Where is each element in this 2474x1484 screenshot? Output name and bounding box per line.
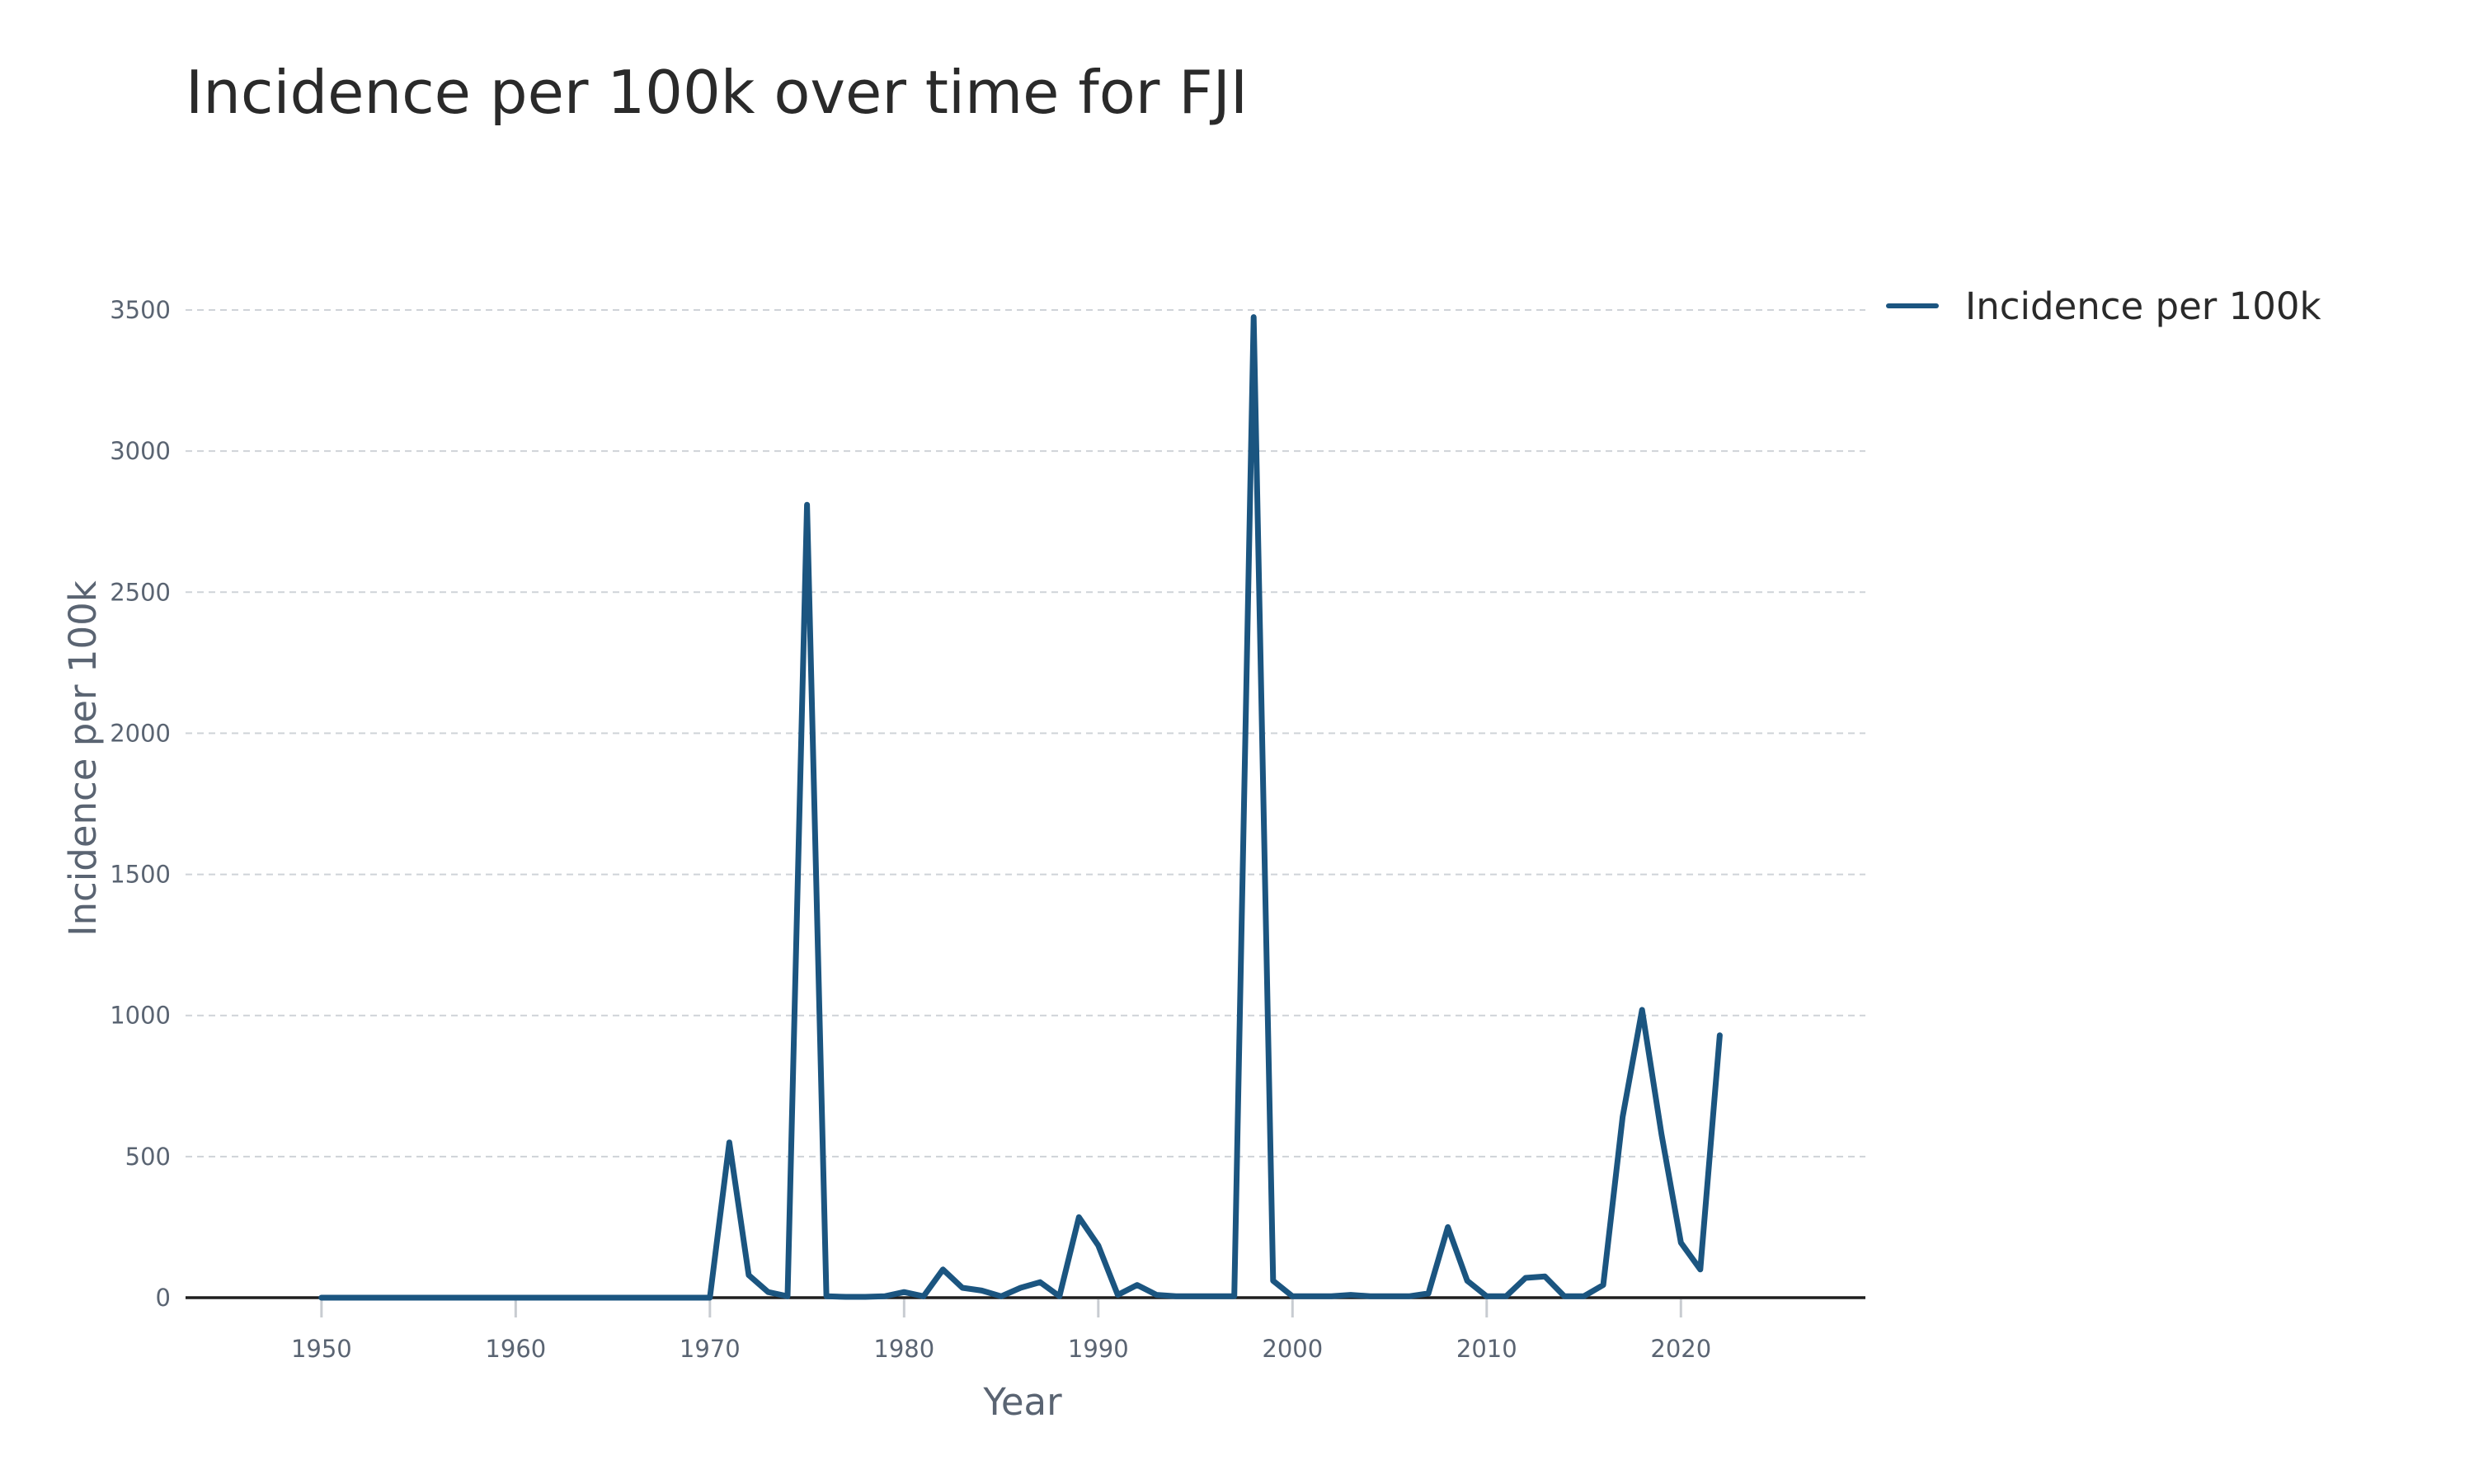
x-tick-label: 2020 (1650, 1335, 1711, 1363)
x-tick-label: 1960 (485, 1335, 546, 1363)
x-tick-label: 2000 (1262, 1335, 1323, 1363)
y-tick-label: 1000 (110, 1002, 171, 1030)
y-tick-label: 3000 (110, 437, 171, 465)
y-axis-ticks: 0 500 1000 1500 2000 2500 3000 3500 (110, 296, 171, 1312)
series-line (318, 314, 1723, 1301)
plot-area (318, 314, 1723, 1301)
x-tick-label: 1980 (873, 1335, 934, 1363)
y-tick-label: 2500 (110, 578, 171, 606)
chart-title: Incidence per 100k over time for FJI (186, 58, 1248, 127)
y-tick-label: 500 (125, 1143, 171, 1171)
y-tick-label: 0 (156, 1284, 171, 1312)
legend-label: Incidence per 100k (1965, 284, 2321, 328)
y-tick-label: 3500 (110, 296, 171, 324)
y-axis-title: Incidence per 100k (61, 580, 105, 937)
x-tick-label: 1950 (291, 1335, 352, 1363)
y-tick-label: 1500 (110, 861, 171, 889)
x-tick-label: 1990 (1068, 1335, 1129, 1363)
legend[interactable]: Incidence per 100k (1886, 284, 2321, 328)
x-tick-label: 1970 (680, 1335, 741, 1363)
x-axis-title: Year (982, 1380, 1062, 1424)
grid-lines (186, 309, 1865, 1158)
y-tick-label: 2000 (110, 719, 171, 747)
x-tick-label: 2010 (1456, 1335, 1517, 1363)
x-axis-ticks: 1950 1960 1970 1980 1990 2000 2010 2020 (291, 1299, 1711, 1363)
